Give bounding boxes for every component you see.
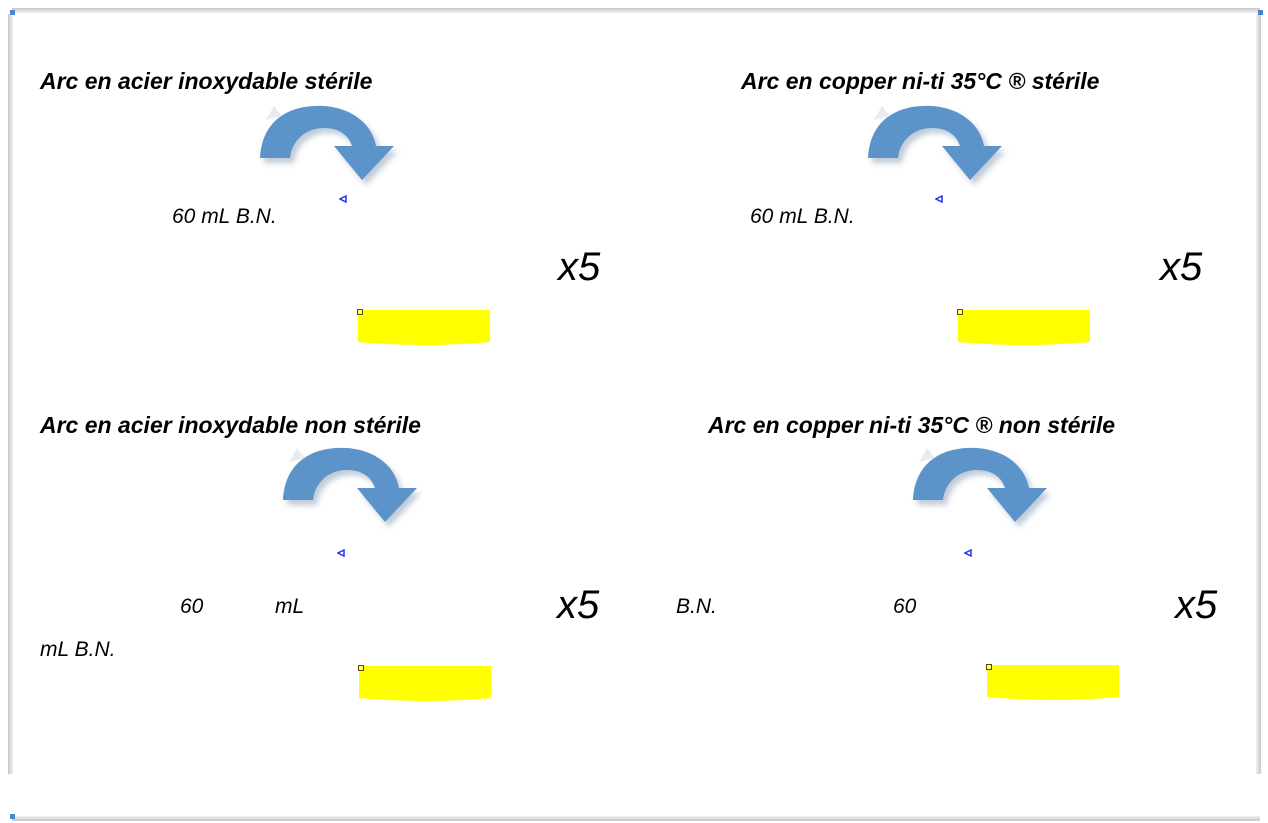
adjust-handle-icon-bottom-right[interactable] — [964, 549, 972, 557]
resize-handle-bottom-right[interactable] — [986, 664, 992, 670]
resize-handle-top-right[interactable] — [957, 309, 963, 315]
corner-handle-top-left[interactable] — [10, 10, 15, 15]
multiplier-top-left: x5 — [558, 245, 601, 289]
multiplier-bottom-left: x5 — [557, 583, 600, 627]
corner-handle-bottom-left[interactable] — [10, 814, 15, 819]
curved-arrow-icon-bottom-left — [275, 442, 425, 532]
frame-top-edge — [12, 8, 1260, 13]
volume-label-bottom-left: mL B.N. — [40, 638, 116, 661]
volume-number-bottom-left: 60 — [180, 595, 204, 618]
volume-label-top-left: 60 mL B.N. — [172, 205, 277, 228]
multiplier-top-right: x5 — [1160, 245, 1203, 289]
curved-arrow-icon-bottom-right — [905, 442, 1055, 532]
adjust-handle-icon-top-left[interactable] — [339, 195, 347, 203]
volume-label-top-right: 60 mL B.N. — [750, 205, 855, 228]
resize-handle-bottom-left[interactable] — [358, 665, 364, 671]
yellow-tray-top-left — [358, 310, 490, 345]
title-bottom-left: Arc en acier inoxydable non stérile — [40, 412, 421, 438]
frame-right-edge — [1256, 14, 1261, 774]
frame-bottom-edge — [12, 816, 1260, 821]
curved-arrow-icon-top-right — [860, 100, 1010, 190]
title-top-left: Arc en acier inoxydable stérile — [40, 68, 373, 94]
adjust-handle-icon-top-right[interactable] — [935, 195, 943, 203]
frame-left-edge — [8, 14, 13, 774]
volume-unit-bottom-left: mL — [275, 595, 305, 618]
adjust-handle-icon-bottom-left[interactable] — [337, 549, 345, 557]
resize-handle-top-left[interactable] — [357, 309, 363, 315]
yellow-tray-bottom-left — [359, 666, 491, 701]
yellow-tray-top-right — [958, 310, 1090, 345]
title-top-right: Arc en copper ni-ti 35°C ® stérile — [741, 68, 1100, 94]
volume-number-bottom-right: 60 — [893, 595, 917, 618]
corner-handle-top-right[interactable] — [1258, 10, 1263, 15]
volume-unit-bottom-right: B.N. — [676, 595, 717, 618]
curved-arrow-icon-top-left — [252, 100, 402, 190]
multiplier-bottom-right: x5 — [1175, 583, 1218, 627]
title-bottom-right: Arc en copper ni-ti 35°C ® non stérile — [708, 412, 1116, 438]
yellow-tray-bottom-right — [987, 665, 1119, 700]
